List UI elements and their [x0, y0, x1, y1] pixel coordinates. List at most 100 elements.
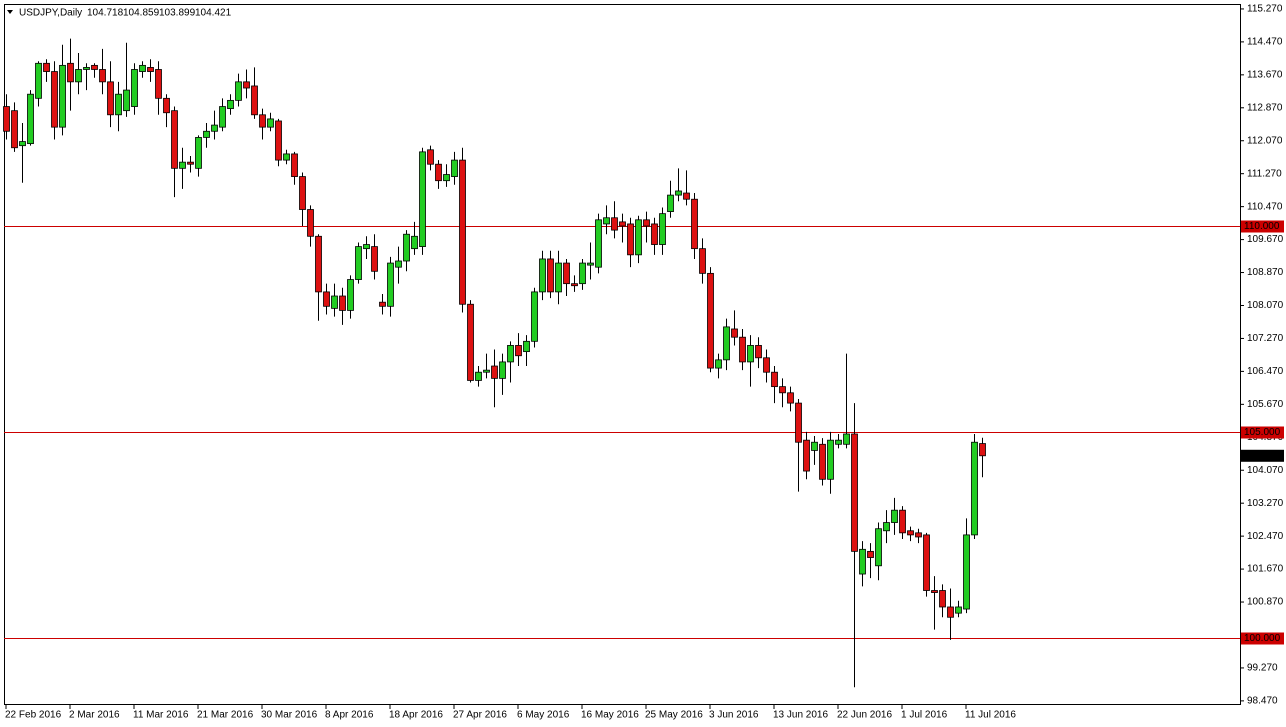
y-tick-label: 112.870: [1247, 102, 1283, 113]
candle-body: [755, 345, 762, 359]
candle-body: [851, 433, 858, 552]
candle-body: [843, 433, 850, 445]
candle-body: [491, 365, 498, 379]
candle-body: [475, 371, 482, 381]
y-tick-label: 110.470: [1247, 201, 1283, 212]
candle-body: [531, 291, 538, 342]
menu-triangle[interactable]: [7, 10, 13, 14]
candle-body: [659, 213, 666, 245]
candle-body: [883, 522, 890, 532]
y-tick-label: 100.870: [1247, 597, 1284, 608]
candle-body: [147, 67, 154, 72]
candle-body: [203, 130, 210, 138]
candle-body: [435, 163, 442, 182]
candle-body: [299, 176, 306, 210]
candle-body: [251, 85, 258, 116]
candle-body: [427, 149, 434, 165]
candle-body: [947, 606, 954, 618]
candle-body: [35, 62, 42, 99]
x-tick-label: 11 Jul 2016: [965, 710, 1016, 721]
candle-body: [955, 606, 962, 614]
candle-body: [779, 386, 786, 394]
y-tick-label: 112.070: [1247, 135, 1283, 146]
candle-body: [91, 64, 98, 70]
candle-body: [179, 161, 186, 169]
candle-body: [355, 246, 362, 280]
candle-body: [171, 110, 178, 169]
candle-body: [547, 258, 554, 293]
y-tick-label: 101.670: [1247, 564, 1284, 575]
candle-body: [243, 81, 250, 89]
candle-body: [675, 190, 682, 196]
candle-body: [283, 153, 290, 161]
price-tag: [1241, 449, 1284, 462]
candle-body: [899, 509, 906, 534]
candle-body: [555, 262, 562, 293]
candle-body: [867, 550, 874, 558]
candle-body: [963, 534, 970, 610]
candle-body: [931, 590, 938, 593]
candle-body: [155, 69, 162, 99]
y-tick-label: 114.470: [1247, 37, 1283, 48]
candle-body: [259, 114, 266, 128]
candle-body: [235, 81, 242, 101]
candle-body: [979, 443, 986, 457]
x-tick-label: 18 Apr 2016: [389, 710, 443, 721]
x-tick-label: 21 Mar 2016: [197, 710, 254, 721]
candle-body: [835, 439, 842, 445]
candle-body: [923, 534, 930, 591]
x-tick-label: 6 May 2016: [517, 710, 570, 721]
candle-body: [227, 99, 234, 110]
candle-body: [443, 174, 450, 182]
candle-body: [539, 258, 546, 293]
y-tick-label: 115.270: [1247, 4, 1283, 15]
candle-body: [51, 71, 58, 128]
candle-body: [803, 439, 810, 472]
candle-body: [483, 369, 490, 373]
candle-body: [667, 194, 674, 212]
y-tick-label: 109.670: [1247, 234, 1284, 245]
candle-body: [915, 532, 922, 538]
y-tick-label: 102.470: [1247, 531, 1284, 542]
candle-body: [563, 262, 570, 285]
x-tick-label: 27 Apr 2016: [453, 710, 507, 721]
candle-body: [619, 221, 626, 227]
candle-body: [411, 235, 418, 250]
candle-body: [379, 301, 386, 307]
candle-body: [875, 528, 882, 567]
candle-body: [459, 159, 466, 305]
header-close: 104.421: [195, 8, 232, 19]
y-tick-label: 106.470: [1247, 366, 1284, 377]
candle-body: [123, 89, 130, 112]
candle-body: [275, 120, 282, 161]
header-high: 104.859: [123, 8, 160, 19]
level-tag: [1241, 632, 1284, 645]
candle-body: [3, 106, 10, 132]
candle-body: [971, 441, 978, 536]
y-tick-label: 113.670: [1247, 69, 1283, 80]
candle-body: [315, 235, 322, 293]
x-tick-label: 1 Jul 2016: [901, 710, 948, 721]
y-tick-label: 108.070: [1247, 300, 1284, 311]
candle-body: [323, 291, 330, 307]
candle-body: [139, 64, 146, 72]
candle-body: [43, 62, 50, 72]
candle-body: [699, 248, 706, 274]
x-tick-label: 22 Feb 2016: [5, 710, 62, 721]
y-tick-label: 105.670: [1247, 399, 1284, 410]
y-tick-label: 107.270: [1247, 333, 1284, 344]
candle-body: [939, 590, 946, 608]
candle-body: [747, 345, 754, 363]
candle-body: [627, 223, 634, 256]
candle-body: [291, 153, 298, 177]
candle-body: [587, 262, 594, 266]
candle-body: [499, 361, 506, 379]
x-tick-label: 8 Apr 2016: [325, 710, 374, 721]
level-tag: [1241, 220, 1284, 233]
candle-body: [635, 219, 642, 256]
candle-body: [651, 223, 658, 245]
candle-body: [115, 93, 122, 116]
candle-body: [683, 192, 690, 200]
y-tick-label: 111.270: [1247, 168, 1282, 179]
